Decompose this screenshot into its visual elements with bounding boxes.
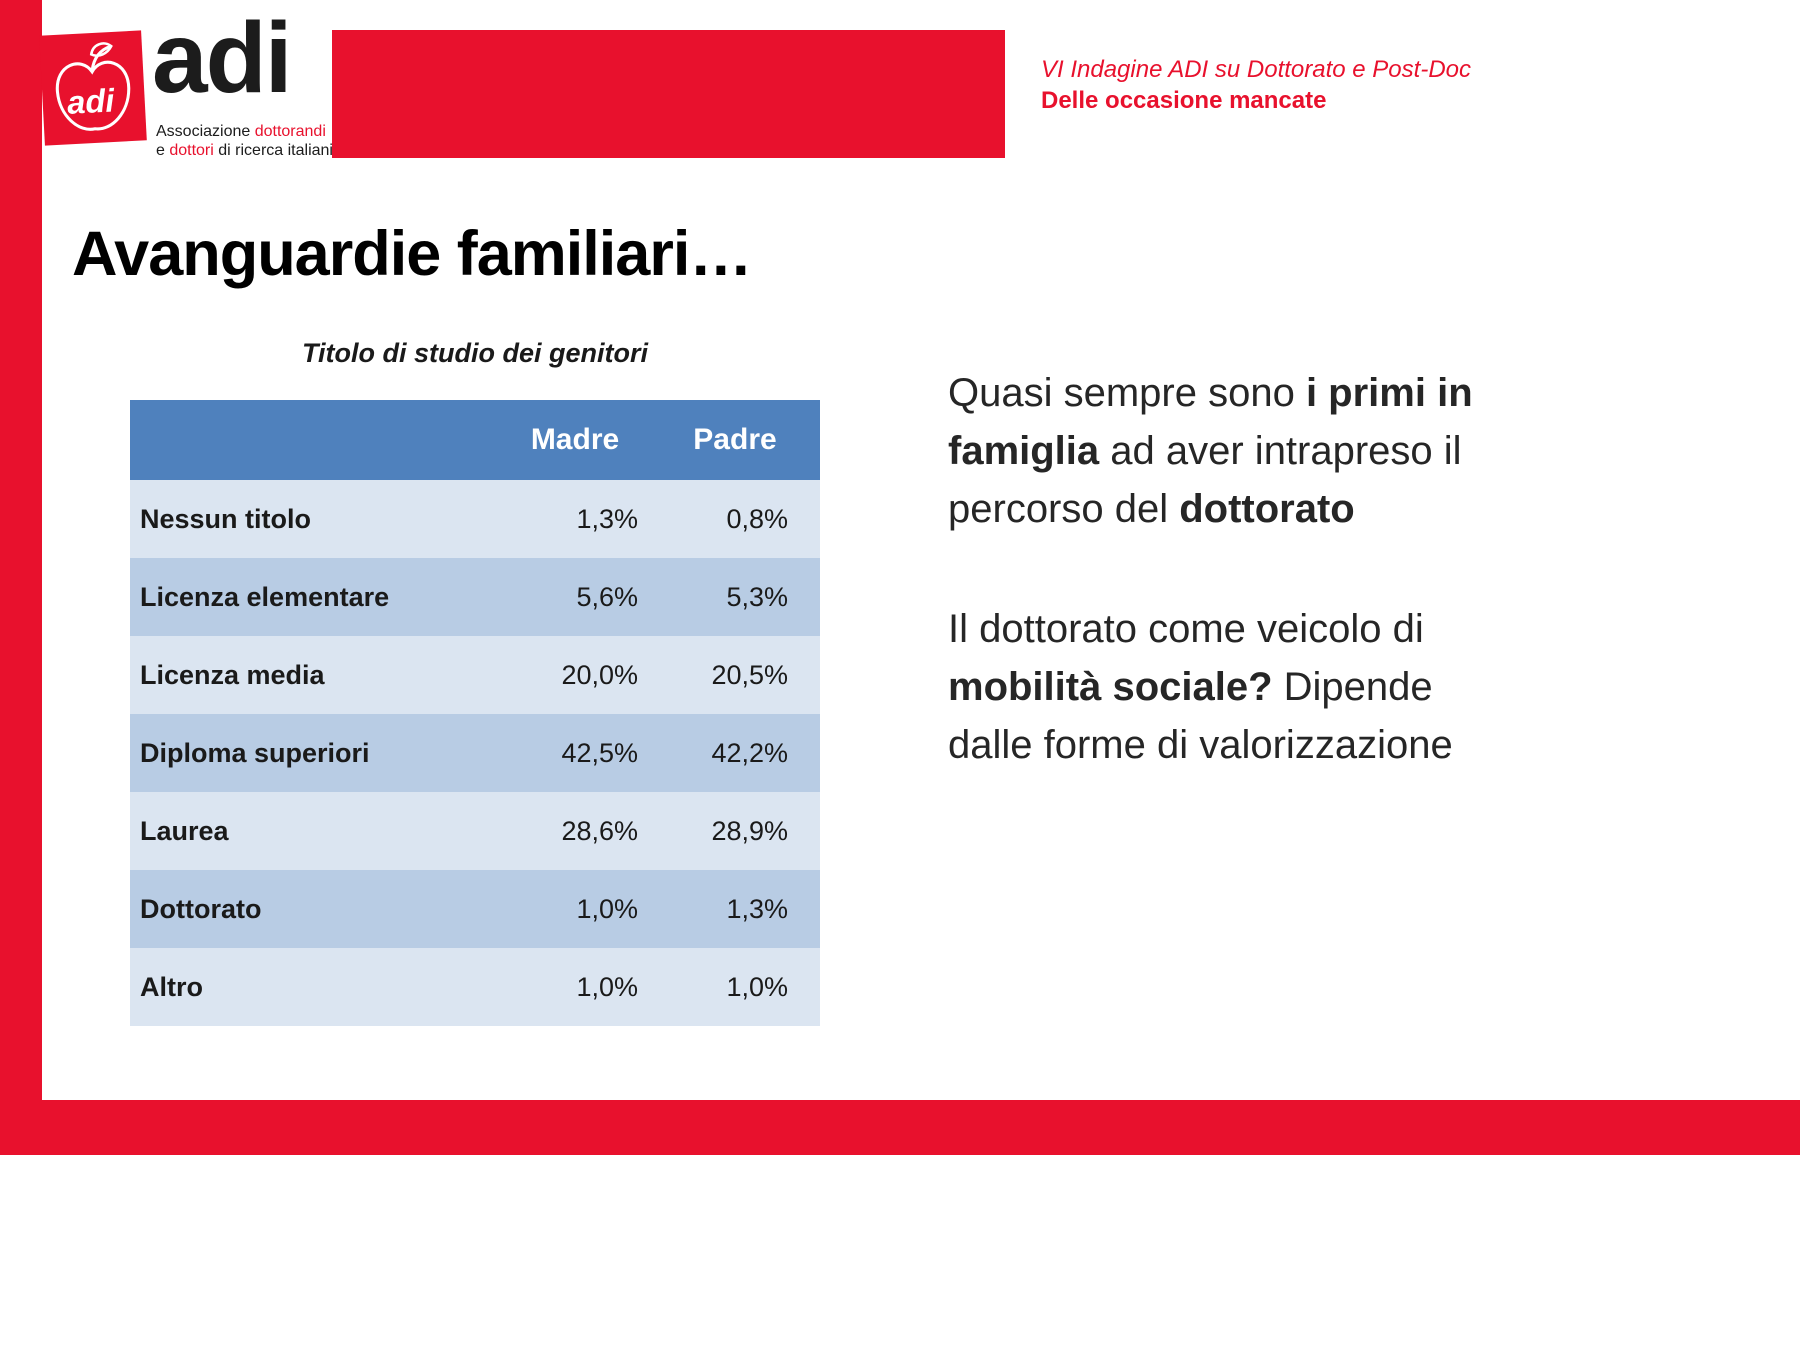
parents-education-table: Madre Padre Nessun titolo 1,3% 0,8% Lice… bbox=[130, 400, 820, 1026]
madre-value: 28,6% bbox=[561, 815, 638, 846]
logo-mark-text: adi bbox=[66, 81, 116, 120]
logo-subtitle-line1: Associazione dottorandi bbox=[156, 123, 326, 140]
row-label: Diploma superiori bbox=[140, 737, 370, 768]
row-label: Nessun titolo bbox=[140, 503, 312, 534]
commentary-paragraph-2: Il dottorato come veicolo di mobilità so… bbox=[948, 607, 1453, 767]
madre-value: 1,0% bbox=[576, 893, 638, 924]
padre-value: 1,3% bbox=[726, 893, 788, 924]
table-row: Laurea 28,6% 28,9% bbox=[130, 792, 820, 870]
padre-value: 5,3% bbox=[726, 581, 788, 612]
survey-title: VI Indagine ADI su Dottorato e Post-Doc bbox=[1041, 56, 1471, 83]
table-row: Dottorato 1,0% 1,3% bbox=[130, 870, 820, 948]
padre-value: 42,2% bbox=[711, 737, 788, 768]
bottom-red-bar bbox=[0, 1100, 1800, 1155]
table-row: Nessun titolo 1,3% 0,8% bbox=[130, 480, 820, 558]
header-red-block bbox=[332, 30, 1005, 158]
padre-value: 20,5% bbox=[711, 659, 788, 690]
row-label: Licenza elementare bbox=[140, 581, 390, 612]
table-caption: Titolo di studio dei genitori bbox=[302, 338, 648, 368]
logo-subtitle-line2: e dottori di ricerca italiani bbox=[156, 142, 333, 159]
column-header-madre: Madre bbox=[530, 423, 620, 456]
madre-value: 5,6% bbox=[576, 581, 638, 612]
padre-value: 28,9% bbox=[711, 815, 788, 846]
madre-value: 20,0% bbox=[561, 659, 638, 690]
row-label: Licenza media bbox=[140, 659, 325, 690]
commentary-text: Quasi sempre sono i primi in famiglia ad… bbox=[948, 364, 1496, 774]
padre-value: 0,8% bbox=[726, 503, 788, 534]
table-row: Altro 1,0% 1,0% bbox=[130, 948, 820, 1026]
page-title: Avanguardie familiari… bbox=[72, 219, 752, 289]
table-row: Licenza elementare 5,6% 5,3% bbox=[130, 558, 820, 636]
column-header-padre: Padre bbox=[693, 423, 777, 456]
row-label: Dottorato bbox=[140, 893, 262, 924]
row-label: Laurea bbox=[140, 815, 229, 846]
adi-brand-text: adi bbox=[152, 2, 292, 114]
adi-logo-mark: adi bbox=[39, 30, 147, 146]
commentary-paragraph-1: Quasi sempre sono i primi in famiglia ad… bbox=[948, 371, 1473, 531]
madre-value: 1,0% bbox=[576, 971, 638, 1002]
left-red-bar bbox=[0, 0, 42, 1155]
padre-value: 1,0% bbox=[726, 971, 788, 1002]
table-header-row: Madre Padre bbox=[130, 400, 820, 480]
apple-icon: adi bbox=[55, 42, 131, 131]
slide-header-note: VI Indagine ADI su Dottorato e Post-Doc … bbox=[1041, 55, 1471, 117]
survey-subtitle: Delle occasione mancate bbox=[1041, 87, 1327, 114]
table-row: Diploma superiori 42,5% 42,2% bbox=[130, 714, 820, 792]
table-row: Licenza media 20,0% 20,5% bbox=[130, 636, 820, 714]
adi-logo-subtitle: Associazione dottorandi e dottori di ric… bbox=[156, 122, 333, 160]
madre-value: 42,5% bbox=[561, 737, 638, 768]
row-label: Altro bbox=[140, 971, 203, 1002]
madre-value: 1,3% bbox=[576, 503, 638, 534]
